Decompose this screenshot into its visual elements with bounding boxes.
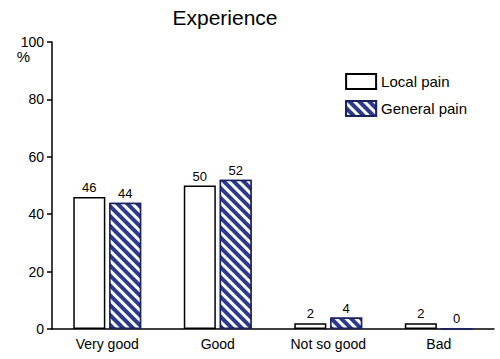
svg-text:60: 60 <box>28 149 44 165</box>
svg-text:44: 44 <box>118 186 132 201</box>
svg-text:40: 40 <box>28 206 44 222</box>
svg-text:General pain: General pain <box>381 100 467 117</box>
svg-text:Local pain: Local pain <box>381 73 449 90</box>
svg-text:Not so good: Not so good <box>291 336 367 352</box>
svg-text:80: 80 <box>28 91 44 107</box>
svg-text:2: 2 <box>307 306 314 321</box>
svg-text:50: 50 <box>193 169 207 184</box>
svg-text:Very good: Very good <box>76 336 139 352</box>
svg-text:46: 46 <box>82 180 96 195</box>
svg-text:Experience: Experience <box>172 6 277 29</box>
svg-text:4: 4 <box>343 301 350 316</box>
svg-text:0: 0 <box>453 311 460 326</box>
svg-text:2: 2 <box>417 306 424 321</box>
svg-text:%: % <box>17 48 30 65</box>
svg-text:20: 20 <box>28 264 44 280</box>
svg-text:Good: Good <box>201 336 235 352</box>
svg-text:100: 100 <box>21 34 45 50</box>
svg-text:0: 0 <box>36 321 44 337</box>
svg-text:52: 52 <box>228 163 242 178</box>
svg-text:Bad: Bad <box>426 336 451 352</box>
